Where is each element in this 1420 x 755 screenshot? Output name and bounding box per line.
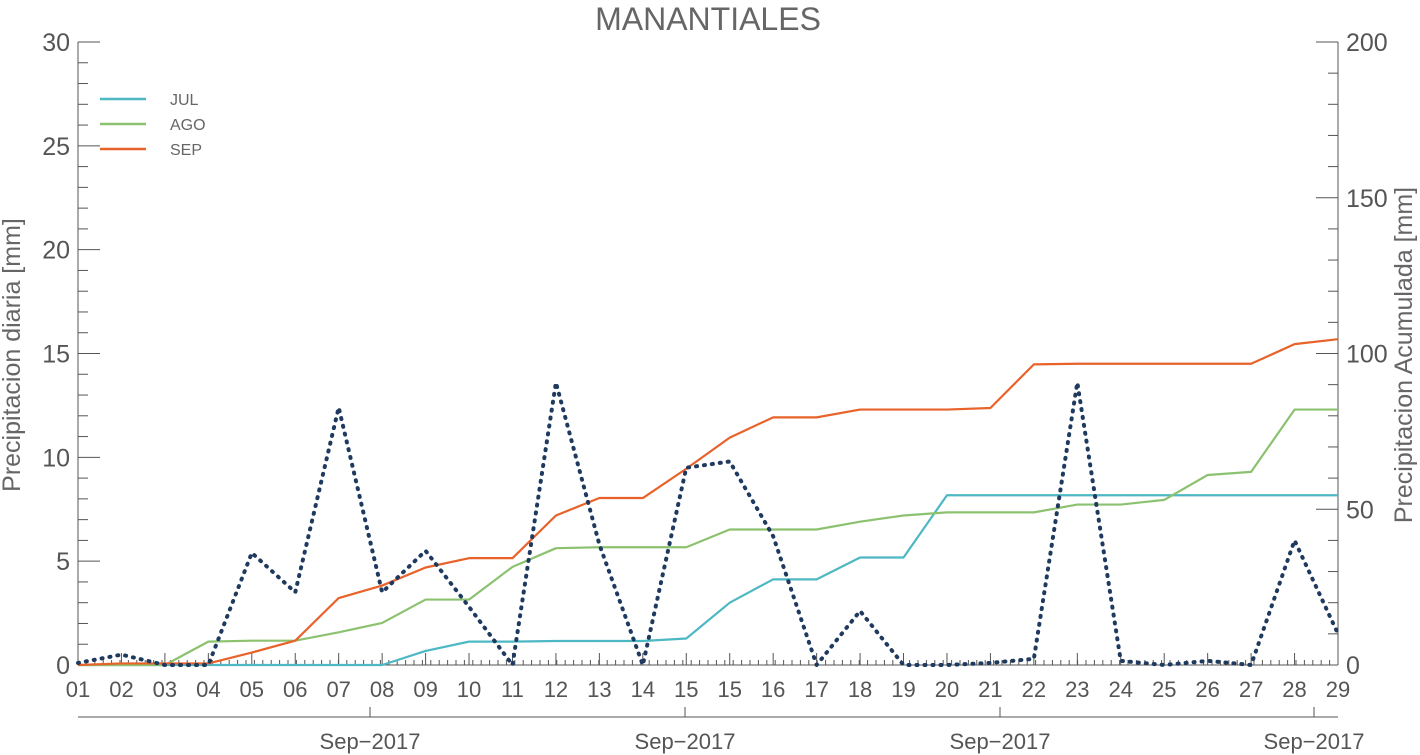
series-line-ago — [78, 408, 1338, 667]
x-tick-label: 12 — [544, 677, 568, 702]
y-left-tick-label: 30 — [42, 29, 70, 57]
x-tick-label: 29 — [1326, 677, 1350, 702]
x-tick-label: 03 — [153, 677, 177, 702]
series-layer — [76, 338, 1340, 667]
date-axis-label: Sep−2017 — [635, 729, 736, 754]
y-left-tick-label: 0 — [56, 652, 70, 680]
x-tick-label: 22 — [1022, 677, 1046, 702]
chart-title: MANANTIALES — [595, 1, 821, 37]
x-tick-label: 02 — [109, 677, 133, 702]
date-axis-label: Sep−2017 — [1264, 729, 1365, 754]
x-tick-label: 19 — [891, 677, 915, 702]
x-tick-label: 07 — [326, 677, 350, 702]
x-tick-label: 18 — [848, 677, 872, 702]
x-tick-label: 21 — [978, 677, 1002, 702]
date-axis-label: Sep−2017 — [320, 729, 421, 754]
y-right-tick-label: 0 — [1346, 652, 1360, 680]
legend-label-ago: AGO — [170, 117, 206, 134]
x-tick-label: 15 — [717, 677, 741, 702]
y-right-tick-label: 100 — [1346, 341, 1388, 369]
x-tick-label: 15 — [674, 677, 698, 702]
x-tick-label: 28 — [1282, 677, 1306, 702]
date-axis-label: Sep−2017 — [950, 729, 1051, 754]
x-tick-label: 20 — [935, 677, 959, 702]
y-axis-right-label: Precipitacion Acumulada [mm] — [1390, 187, 1418, 523]
x-tick-label: 27 — [1239, 677, 1263, 702]
x-tick-label: 04 — [196, 677, 220, 702]
y-right-tick-label: 200 — [1346, 29, 1388, 57]
y-left-tick-label: 25 — [42, 133, 70, 161]
series-line-sep — [77, 338, 1339, 667]
daily-precipitation-line — [76, 380, 1340, 667]
x-tick-label: 06 — [283, 677, 307, 702]
x-tick-label: 13 — [587, 677, 611, 702]
legend: JUL AGO SEP — [100, 92, 206, 159]
y-left-tick-label: 15 — [42, 341, 70, 369]
x-tick-label: 09 — [413, 677, 437, 702]
x-tick-label: 08 — [370, 677, 394, 702]
x-tick-label: 24 — [1109, 677, 1133, 702]
y-left-tick-label: 20 — [42, 237, 70, 265]
x-tick-label: 17 — [804, 677, 828, 702]
x-tick-label: 05 — [240, 677, 264, 702]
x-tick-label: 11 — [501, 677, 524, 702]
legend-label-jul: JUL — [170, 92, 199, 109]
x-tick-label: 25 — [1152, 677, 1176, 702]
y-left-tick-label: 5 — [56, 548, 70, 576]
y-left-tick-label: 10 — [42, 444, 70, 472]
y-axis-left-label: Precipitacion diaria [mm] — [0, 218, 26, 492]
x-tick-label: 26 — [1195, 677, 1219, 702]
x-tick-label: 23 — [1065, 677, 1089, 702]
y-right-tick-label: 50 — [1346, 496, 1374, 524]
x-tick-label: 16 — [761, 677, 785, 702]
x-tick-label: 10 — [457, 677, 481, 702]
series-line-jul — [78, 494, 1338, 667]
y-right-tick-label: 150 — [1346, 185, 1388, 213]
legend-label-sep: SEP — [170, 142, 202, 159]
x-tick-label: 14 — [631, 677, 655, 702]
x-tick-label: 01 — [66, 677, 90, 702]
